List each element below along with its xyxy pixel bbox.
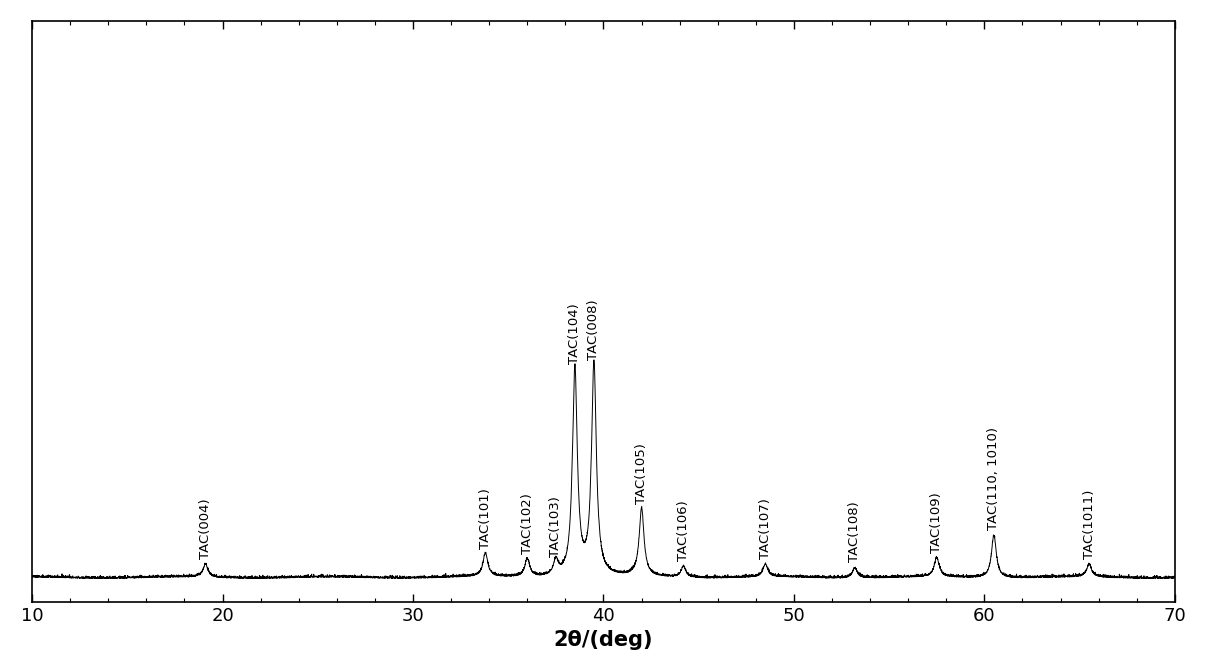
Text: TAC(109): TAC(109) — [931, 492, 943, 553]
Text: TAC(110, 1010): TAC(110, 1010) — [987, 427, 1001, 529]
Text: TAC(105): TAC(105) — [635, 444, 648, 504]
Text: TAC(104): TAC(104) — [568, 303, 582, 364]
Text: TAC(102): TAC(102) — [520, 493, 533, 554]
Text: TAC(008): TAC(008) — [588, 299, 600, 360]
Text: TAC(107): TAC(107) — [759, 499, 771, 560]
Text: TAC(106): TAC(106) — [677, 501, 690, 561]
Text: TAC(108): TAC(108) — [849, 501, 862, 562]
Text: TAC(004): TAC(004) — [199, 499, 212, 559]
X-axis label: 2θ/(deg): 2θ/(deg) — [554, 630, 653, 650]
Text: TAC(103): TAC(103) — [549, 496, 562, 557]
Text: TAC(101): TAC(101) — [479, 488, 492, 549]
Text: TAC(1011): TAC(1011) — [1083, 490, 1096, 560]
